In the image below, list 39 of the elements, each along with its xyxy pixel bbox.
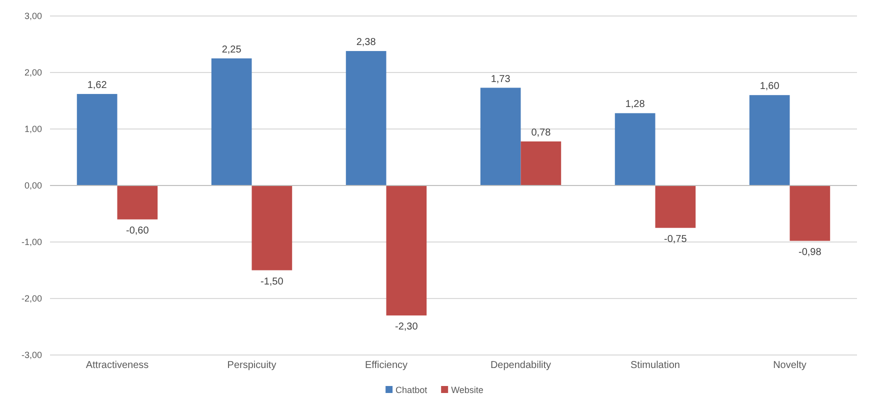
data-label: -0,75 (664, 234, 688, 245)
bar (346, 51, 386, 186)
data-label: 1,60 (760, 81, 780, 92)
legend-label: Website (451, 385, 484, 395)
y-tick-label: 2,00 (24, 67, 42, 78)
y-tick-label: 3,00 (24, 10, 42, 21)
x-tick-label: Novelty (773, 360, 806, 372)
y-tick-label: -3,00 (21, 350, 42, 360)
bar (76, 94, 118, 186)
bar (520, 141, 562, 186)
bar (480, 88, 521, 186)
data-label: -0,98 (798, 246, 822, 258)
data-label: 1,28 (625, 99, 646, 110)
legend-label: Chatbot (396, 385, 428, 395)
bar (386, 186, 427, 316)
bar (211, 58, 252, 186)
data-label: 1,62 (87, 80, 108, 91)
y-tick-label: 1,00 (24, 124, 42, 134)
bar (790, 186, 830, 241)
bar (655, 186, 696, 228)
data-label: 0,78 (531, 127, 552, 138)
y-tick-label: -1,00 (21, 236, 42, 247)
x-tick-label: Efficiency (364, 360, 408, 372)
data-label: 2,25 (222, 44, 242, 56)
bar (117, 186, 158, 220)
x-tick-label: Stimulation (630, 360, 680, 372)
bar (749, 95, 790, 186)
bar (614, 113, 656, 186)
data-label: -1,50 (260, 276, 284, 288)
data-label: 1,73 (490, 74, 511, 85)
x-tick-label: Dependability (490, 360, 552, 372)
data-label: -2,30 (395, 321, 418, 332)
y-tick-label: -2,00 (21, 293, 42, 304)
x-tick-label: Attractiveness (86, 360, 149, 372)
data-label: 2,38 (356, 37, 376, 48)
data-label: -0,60 (126, 225, 150, 236)
x-tick-label: Perspicuity (227, 360, 276, 372)
y-tick-label: 0,00 (24, 180, 42, 190)
bar (252, 186, 292, 270)
